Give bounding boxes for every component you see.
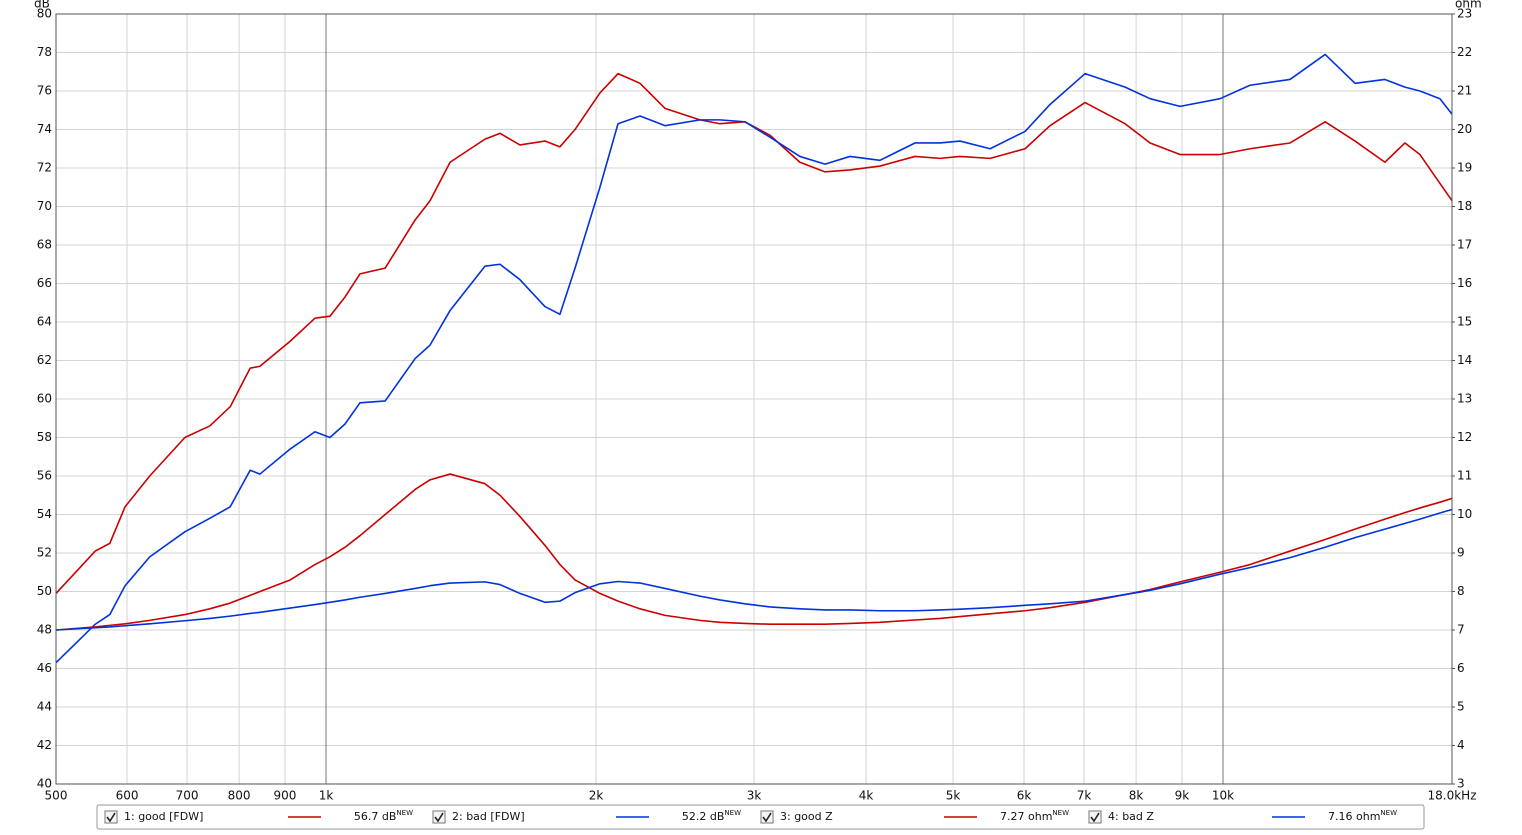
readout-tag: NEW bbox=[724, 809, 741, 817]
legend-checkmark bbox=[106, 812, 116, 823]
y2-tick-label: 23 bbox=[1457, 7, 1472, 21]
y-tick-label: 44 bbox=[37, 700, 52, 714]
y-tick-label: 74 bbox=[37, 122, 52, 136]
y2-axis-label: ohm bbox=[1455, 0, 1482, 11]
legend-label: 3: good Z bbox=[780, 810, 833, 823]
x-tick-label: 3k bbox=[747, 789, 762, 803]
y-tick-label: 76 bbox=[37, 84, 52, 98]
legend-readout: 52.2 dBNEW bbox=[682, 809, 741, 823]
y2-tick-label: 21 bbox=[1457, 84, 1472, 98]
legend-checkmark bbox=[762, 812, 772, 823]
y2-tick-label: 11 bbox=[1457, 469, 1472, 483]
y-tick-label: 60 bbox=[37, 392, 52, 406]
y2-tick-label: 12 bbox=[1457, 430, 1472, 444]
x-tick-label: 7k bbox=[1077, 789, 1092, 803]
legend-checkmark bbox=[1090, 812, 1100, 823]
x-tick-label: 5k bbox=[946, 789, 961, 803]
x-tick-label: 18.0kHz bbox=[1428, 789, 1477, 803]
y-tick-label: 80 bbox=[37, 7, 52, 21]
plot bbox=[55, 53, 1453, 664]
y-tick-label: 68 bbox=[37, 238, 52, 252]
legend-label: 1: good [FDW] bbox=[124, 810, 203, 823]
y-tick-label: 42 bbox=[37, 738, 52, 752]
readout-value: 7.16 ohm bbox=[1328, 810, 1380, 823]
y-tick-label: 70 bbox=[37, 199, 52, 213]
y2-tick-label: 22 bbox=[1457, 45, 1472, 59]
legend-checkmark bbox=[434, 812, 444, 823]
y2-tick-label: 3 bbox=[1457, 777, 1465, 791]
y2-tick-label: 4 bbox=[1457, 738, 1465, 752]
y-tick-label: 58 bbox=[37, 430, 52, 444]
y2-tick-label: 13 bbox=[1457, 392, 1472, 406]
y2-tick-label: 14 bbox=[1457, 353, 1472, 367]
x-tick-label: 900 bbox=[274, 789, 297, 803]
plot-frame bbox=[55, 13, 1453, 785]
legend-checkbox[interactable] bbox=[760, 810, 774, 824]
y2-tick-label: 20 bbox=[1457, 122, 1472, 136]
x-tick-label: 2k bbox=[589, 789, 604, 803]
readout-tag: NEW bbox=[396, 809, 413, 817]
legend-checkbox[interactable] bbox=[104, 810, 118, 824]
legend-label: 2: bad [FDW] bbox=[452, 810, 525, 823]
y-axis-label: dB bbox=[34, 0, 50, 11]
readout-value: 7.27 ohm bbox=[1000, 810, 1052, 823]
series-line bbox=[55, 473, 1453, 631]
x-tick-label: 8k bbox=[1129, 789, 1144, 803]
y-tick-label: 72 bbox=[37, 161, 52, 175]
legend-readout: 56.7 dBNEW bbox=[354, 809, 413, 823]
x-tick-label: 10k bbox=[1212, 789, 1234, 803]
y2-tick-label: 19 bbox=[1457, 161, 1472, 175]
y2-tick-label: 6 bbox=[1457, 661, 1465, 675]
y-tick-label: 50 bbox=[37, 584, 52, 598]
y-tick-label: 54 bbox=[37, 507, 52, 521]
y-tick-label: 78 bbox=[37, 45, 52, 59]
x-tick-label: 500 bbox=[45, 789, 68, 803]
x-tick-label: 1k bbox=[319, 789, 334, 803]
y2-tick-label: 7 bbox=[1457, 623, 1465, 637]
legend-entries: 1: good [FDW] 56.7 dBNEW 2: bad [FDW] 52.2 … bbox=[104, 809, 1397, 824]
series-line bbox=[55, 72, 1453, 594]
y2-tick-label: 5 bbox=[1457, 700, 1465, 714]
x-tick-label: 4k bbox=[859, 789, 874, 803]
legend-readout: 7.16 ohmNEW bbox=[1328, 809, 1397, 823]
readout-tag: NEW bbox=[1052, 809, 1069, 817]
y-tick-label: 56 bbox=[37, 469, 52, 483]
y-tick-label: 66 bbox=[37, 276, 52, 290]
readout-tag: NEW bbox=[1380, 809, 1397, 817]
y2-tick-label: 8 bbox=[1457, 584, 1465, 598]
x-tick-label: 9k bbox=[1175, 789, 1190, 803]
legend-checkbox[interactable] bbox=[432, 810, 446, 824]
y-tick-label: 40 bbox=[37, 777, 52, 791]
y2-tick-label: 9 bbox=[1457, 546, 1465, 560]
x-tick-label: 800 bbox=[228, 789, 251, 803]
series-line bbox=[55, 53, 1453, 664]
legend-checkbox[interactable] bbox=[1088, 810, 1102, 824]
y-tick-label: 64 bbox=[37, 315, 52, 329]
y-tick-label: 48 bbox=[37, 623, 52, 637]
y2-tick-label: 17 bbox=[1457, 238, 1472, 252]
readout-value: 56.7 dB bbox=[354, 810, 397, 823]
y-tick-label: 62 bbox=[37, 353, 52, 367]
y2-tick-label: 16 bbox=[1457, 276, 1472, 290]
x-tick-label: 6k bbox=[1017, 789, 1032, 803]
readout-value: 52.2 dB bbox=[682, 810, 725, 823]
y-tick-label: 52 bbox=[37, 546, 52, 560]
x-tick-label: 700 bbox=[176, 789, 199, 803]
y-tick-label: 46 bbox=[37, 661, 52, 675]
series-line bbox=[55, 508, 1453, 631]
y2-tick-label: 18 bbox=[1457, 199, 1472, 213]
legend-label: 4: bad Z bbox=[1108, 810, 1154, 823]
y2-tick-label: 10 bbox=[1457, 507, 1472, 521]
y2-tick-label: 15 bbox=[1457, 315, 1472, 329]
x-tick-label: 600 bbox=[116, 789, 139, 803]
legend-readout: 7.27 ohmNEW bbox=[1000, 809, 1069, 823]
